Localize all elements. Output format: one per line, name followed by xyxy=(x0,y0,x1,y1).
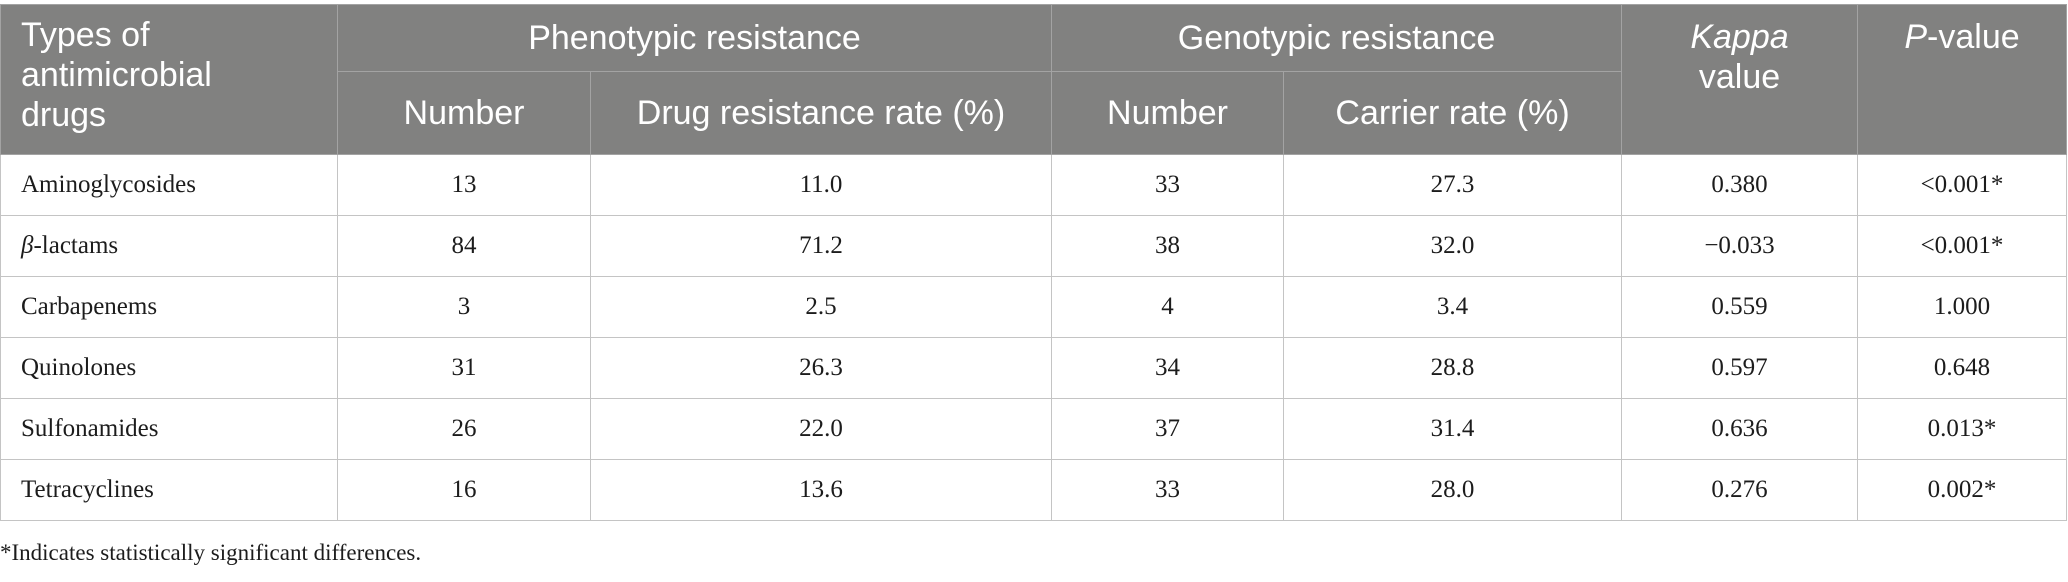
pheno-rate: 11.0 xyxy=(589,154,1053,216)
pheno-number: 84 xyxy=(337,215,591,277)
types-header: Types of antimicrobial drugs xyxy=(0,4,338,155)
p-value: <0.001* xyxy=(1857,215,2068,277)
table-body: Aminoglycosides 13 11.0 33 27.3 0.380 <0… xyxy=(0,154,2068,521)
kappa-value: 0.559 xyxy=(1621,276,1859,338)
geno-number: 33 xyxy=(1051,459,1285,521)
drug-name: Quinolones xyxy=(0,337,338,399)
phenotypic-header: Phenotypic resistance xyxy=(336,4,1053,72)
p-value: 0.013* xyxy=(1857,398,2068,460)
pheno-rate: 26.3 xyxy=(589,337,1053,399)
geno-rate: 27.3 xyxy=(1283,154,1623,216)
drug-name: Sulfonamides xyxy=(0,398,338,460)
p-value: 1.000 xyxy=(1857,276,2068,338)
kappa-value: 0.380 xyxy=(1621,154,1859,216)
resistance-table: Types of antimicrobial drugs Phenotypic … xyxy=(0,4,2068,521)
kappa-value: −0.033 xyxy=(1621,215,1859,277)
drug-name: Tetracyclines xyxy=(0,459,338,521)
pheno-rate: 2.5 xyxy=(589,276,1053,338)
pheno-rate: 13.6 xyxy=(589,459,1053,521)
geno-number: 38 xyxy=(1051,215,1285,277)
geno-rate: 28.8 xyxy=(1283,337,1623,399)
pheno-rate: 71.2 xyxy=(589,215,1053,277)
resistance-table-container: Types of antimicrobial drugs Phenotypic … xyxy=(0,4,2068,521)
drug-name: β-lactams xyxy=(0,215,338,277)
table-row: β-lactams 84 71.2 38 32.0 −0.033 <0.001* xyxy=(0,215,2068,277)
pheno-rate: 22.0 xyxy=(589,398,1053,460)
table-row: Quinolones 31 26.3 34 28.8 0.597 0.648 xyxy=(0,337,2068,399)
pheno-number: 31 xyxy=(337,337,591,399)
p-value-header: P-value xyxy=(1857,4,2068,155)
genotypic-header: Genotypic resistance xyxy=(1051,4,1623,72)
p-value: 0.002* xyxy=(1857,459,2068,521)
drug-name: Aminoglycosides xyxy=(0,154,338,216)
kappa-value: 0.597 xyxy=(1621,337,1859,399)
kappa-header: Kappa value xyxy=(1621,4,1859,155)
kappa-value: 0.276 xyxy=(1621,459,1859,521)
pheno-number: 13 xyxy=(337,154,591,216)
geno-number-header: Number xyxy=(1051,71,1285,155)
pheno-number: 3 xyxy=(337,276,591,338)
geno-number: 33 xyxy=(1051,154,1285,216)
drug-name: Carbapenems xyxy=(0,276,338,338)
p-value: <0.001* xyxy=(1857,154,2068,216)
p-value: 0.648 xyxy=(1857,337,2068,399)
geno-rate-header: Carrier rate (%) xyxy=(1283,71,1623,155)
pheno-number: 26 xyxy=(337,398,591,460)
table-row: Aminoglycosides 13 11.0 33 27.3 0.380 <0… xyxy=(0,154,2068,216)
geno-rate: 32.0 xyxy=(1283,215,1623,277)
table-header: Types of antimicrobial drugs Phenotypic … xyxy=(0,4,2068,155)
pheno-number-header: Number xyxy=(337,71,591,155)
geno-rate: 31.4 xyxy=(1283,398,1623,460)
geno-number: 34 xyxy=(1051,337,1285,399)
footnote: *Indicates statistically significant dif… xyxy=(0,540,422,565)
table-row: Carbapenems 3 2.5 4 3.4 0.559 1.000 xyxy=(0,276,2068,338)
pheno-number: 16 xyxy=(337,459,591,521)
pheno-rate-header: Drug resistance rate (%) xyxy=(589,71,1053,155)
geno-number: 37 xyxy=(1051,398,1285,460)
kappa-value: 0.636 xyxy=(1621,398,1859,460)
geno-number: 4 xyxy=(1051,276,1285,338)
table-row: Tetracyclines 16 13.6 33 28.0 0.276 0.00… xyxy=(0,459,2068,521)
geno-rate: 28.0 xyxy=(1283,459,1623,521)
table-row: Sulfonamides 26 22.0 37 31.4 0.636 0.013… xyxy=(0,398,2068,460)
geno-rate: 3.4 xyxy=(1283,276,1623,338)
